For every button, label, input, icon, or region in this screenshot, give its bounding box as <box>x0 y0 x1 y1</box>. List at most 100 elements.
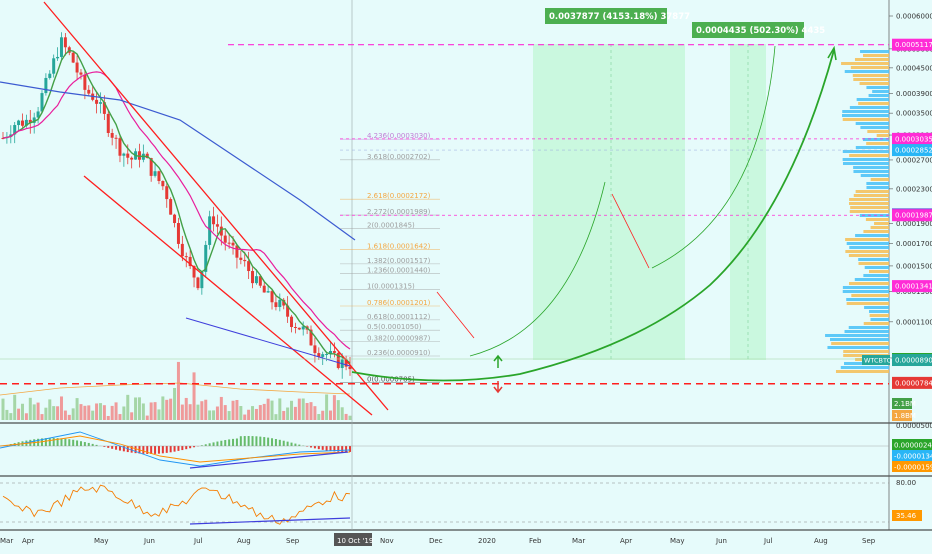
macd-histogram-bar <box>267 438 269 446</box>
macd-histogram-bar <box>72 440 74 446</box>
candle-down <box>271 291 274 302</box>
time-tick-label: Dec <box>429 537 443 545</box>
volume-profile-bar <box>849 282 889 285</box>
volume-bar <box>282 411 285 420</box>
macd-histogram-bar <box>248 436 250 446</box>
volume-bar <box>142 403 145 420</box>
macd-histogram-bar <box>107 446 109 448</box>
price-tick-label: 0.0006000 <box>896 13 932 21</box>
volume-bar <box>138 397 141 420</box>
candle-down <box>95 100 98 104</box>
price-tick-label: 0.0003900 <box>896 90 932 98</box>
volume-profile-bar <box>836 370 889 373</box>
volume-bar <box>255 409 258 420</box>
volume-bar <box>181 405 184 420</box>
volume-bar <box>68 415 71 420</box>
macd-histogram-bar <box>314 446 316 448</box>
volume-profile-bar <box>863 54 889 57</box>
volume-bar <box>17 409 20 420</box>
volume-bar <box>193 372 196 420</box>
volume-bar <box>56 406 59 420</box>
candle-down <box>333 351 336 353</box>
candle-down <box>243 260 246 261</box>
volume-profile-bar <box>851 66 889 69</box>
candle-down <box>83 75 86 90</box>
measure-box-1-label: 0.0037877 (4153.18%) 37877 <box>549 12 690 22</box>
volume-bar <box>111 406 114 420</box>
price-tick-label: 0.0003500 <box>896 110 932 118</box>
price-tick-label: 0.0002700 <box>896 156 932 164</box>
volume-profile-bar <box>853 74 889 77</box>
macd-histogram-bar <box>287 442 289 446</box>
volume-bar <box>21 404 24 420</box>
candle-down <box>313 345 316 353</box>
volume-bar <box>349 416 352 420</box>
volume-bar <box>267 399 270 420</box>
volume-bar <box>271 401 274 420</box>
volume-bar <box>298 399 301 420</box>
rsi-tag: 35.46 <box>896 512 917 520</box>
volume-profile-bar <box>856 122 889 125</box>
macd-histogram-bar <box>345 446 347 452</box>
candle-down <box>196 278 199 289</box>
volume-bar <box>212 410 215 420</box>
volume-profile-bar <box>849 198 889 201</box>
volume-bar <box>325 394 328 420</box>
macd-histogram-bar <box>170 446 172 452</box>
volume-profile-bar <box>869 94 889 97</box>
volume-bar <box>185 398 188 420</box>
macd-histogram-bar <box>189 446 191 448</box>
volume-bar <box>134 397 137 420</box>
volume-profile-bar <box>866 142 889 145</box>
volume-bar <box>165 400 168 420</box>
volume-profile-bar <box>849 326 889 329</box>
volume-profile-bar <box>841 366 889 369</box>
macd-histogram-bar <box>294 444 296 446</box>
time-tick-label: Mar <box>0 537 13 545</box>
candle-down <box>126 154 129 158</box>
macd-histogram-bar <box>279 440 281 446</box>
macd-histogram-bar <box>166 446 168 453</box>
volume-profile-bar <box>849 154 889 157</box>
macd-histogram-bar <box>84 442 86 446</box>
price-tick-label: 0.0001700 <box>896 240 932 248</box>
volume-bar <box>118 414 121 420</box>
volume-bar <box>313 406 316 420</box>
volume-bar <box>44 408 47 420</box>
volume-bar <box>196 405 199 420</box>
macd-histogram-bar <box>158 446 160 454</box>
candle-up <box>321 354 324 357</box>
volume-bar <box>64 411 67 420</box>
volume-bar <box>146 416 149 420</box>
macd-histogram-bar <box>330 446 332 451</box>
macd-histogram-bar <box>341 446 343 452</box>
volume-profile-bar <box>843 350 889 353</box>
macd-histogram-bar <box>111 446 113 449</box>
candle-down <box>247 261 250 271</box>
time-tick-label: Feb <box>529 537 542 545</box>
volume-bar <box>345 414 348 420</box>
candle-down <box>165 186 168 199</box>
candle-down <box>107 114 110 133</box>
volume-profile-bar <box>874 222 889 225</box>
volume-profile-bar <box>859 262 889 265</box>
volume-profile-bar <box>877 134 889 137</box>
volume-profile-bar <box>853 170 889 173</box>
macd-histogram-bar <box>174 446 176 452</box>
volume-bar <box>91 411 94 420</box>
volume-profile-bar <box>843 150 889 153</box>
volume-bar <box>228 411 231 420</box>
time-tick-label: Aug <box>237 537 251 545</box>
volume-profile-bar <box>856 146 889 149</box>
fib-level-label: 1.382(0.0001517) <box>367 257 431 265</box>
macd-histogram-bar <box>349 446 351 452</box>
volume-profile-bar <box>830 338 889 341</box>
volume-profile-bar <box>849 254 889 257</box>
volume-profile-bar <box>871 178 889 181</box>
macd-histogram-bar <box>80 441 82 446</box>
volume-profile-bar <box>843 290 889 293</box>
volume-tag-2: 1.8BM <box>894 412 916 420</box>
volume-bar <box>220 397 223 420</box>
macd-tag: 0.0000024 <box>894 442 932 450</box>
